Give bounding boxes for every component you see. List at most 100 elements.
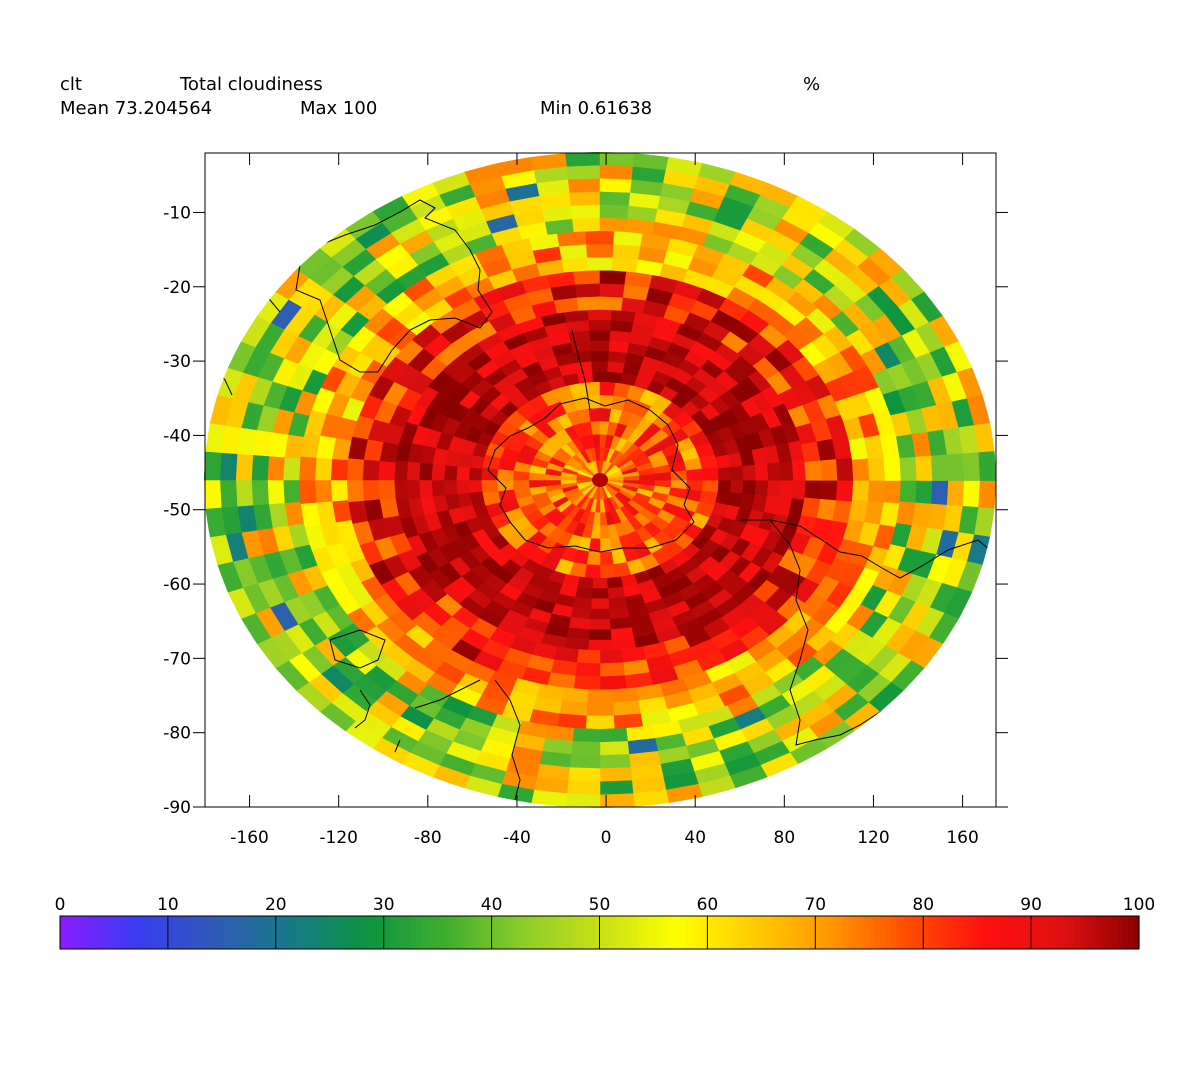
heatmap-cell — [362, 458, 380, 481]
heatmap-cell — [599, 217, 629, 232]
colorbar-slice — [534, 916, 541, 949]
colorbar-slice — [745, 916, 752, 949]
heatmap-cell — [564, 793, 601, 808]
colorbar-slice — [162, 916, 169, 949]
heatmap-cell — [589, 340, 611, 352]
heatmap-cell — [556, 230, 588, 247]
heatmap-cell — [730, 479, 744, 495]
colorbar-slice — [486, 916, 493, 949]
heatmap-cell — [612, 700, 641, 717]
colorbar-slice — [157, 916, 164, 949]
coastline-africa — [740, 519, 991, 746]
colorbar-slice — [308, 916, 315, 949]
colorbar-slice — [696, 916, 703, 949]
x-tick-label: -120 — [319, 828, 358, 848]
heatmap-cell — [570, 204, 601, 219]
colorbar-slice — [432, 916, 439, 949]
heatmap-cell — [670, 470, 688, 481]
heatmap-cell — [820, 479, 838, 502]
colorbar-slice — [178, 916, 185, 949]
colorbar-slice — [86, 916, 93, 949]
colorbar-slice — [340, 916, 347, 949]
heatmap-cell — [588, 629, 612, 641]
colorbar-slice — [1020, 916, 1027, 949]
colorbar-slice — [664, 916, 671, 949]
heatmap-cell — [406, 460, 421, 481]
colorbar-slice — [567, 916, 574, 949]
heatmap-cell — [282, 479, 301, 504]
colorbar-slice — [599, 916, 606, 949]
heatmap-cell — [587, 309, 613, 321]
colorbar-slice — [1031, 916, 1038, 949]
colorbar-slice — [966, 916, 973, 949]
variable-name: clt — [60, 74, 82, 95]
colorbar-slice — [1095, 916, 1102, 949]
x-tick-label: 80 — [774, 828, 796, 848]
heatmap-cell — [899, 479, 918, 504]
heatmap-cell — [572, 217, 601, 232]
colorbar-slice — [621, 916, 628, 949]
colorbar-slice — [1106, 916, 1113, 949]
heatmap-cell — [599, 204, 630, 219]
mean-label: Mean 73.204564 — [60, 98, 213, 119]
heatmap-cell — [946, 453, 965, 481]
x-axis: -160 -120 -80 -40 0 40 80 120 160 — [230, 153, 979, 848]
colorbar-slice — [151, 916, 158, 949]
colorbar-slice — [853, 916, 860, 949]
colorbar-slice — [863, 916, 870, 949]
colorbar-tick-label: 0 — [55, 895, 66, 915]
coastline-new-zealand — [354, 689, 401, 753]
heatmap-cell — [962, 452, 981, 481]
heatmap-cell — [598, 780, 634, 796]
colorbar-slice — [577, 916, 584, 949]
colorbar-slice — [1004, 916, 1011, 949]
heatmap-cell — [468, 466, 483, 481]
colorbar-slice — [718, 916, 725, 949]
heatmap-cell — [804, 460, 823, 481]
coastline-antarctic-peninsula — [571, 329, 591, 411]
colorbar-slice — [836, 916, 843, 949]
colorbar-slice — [286, 916, 293, 949]
heatmap-cell — [573, 269, 601, 285]
heatmap-cell — [915, 479, 933, 505]
heatmap-cell — [443, 479, 458, 496]
heatmap-cell — [701, 479, 720, 494]
colorbar-slice — [529, 916, 536, 949]
heatmap-cell — [574, 586, 593, 600]
colorbar-slice — [130, 916, 137, 949]
heatmap-cell — [586, 256, 614, 271]
colorbar-slice — [723, 916, 730, 949]
colorbar-slice — [523, 916, 530, 949]
colorbar-slice — [782, 916, 789, 949]
colorbar-slice — [232, 916, 239, 949]
heatmap-cell — [574, 662, 601, 678]
colorbar-slice — [362, 916, 369, 949]
x-tick-label: 120 — [857, 828, 889, 848]
colorbar-slice — [669, 916, 676, 949]
colorbar-slice — [631, 916, 638, 949]
colorbar-slice — [604, 916, 611, 949]
heatmap-cell — [611, 687, 639, 704]
heatmap-cell — [204, 479, 222, 509]
heatmap-cell — [572, 350, 593, 364]
heatmap-cell — [377, 479, 396, 500]
heatmap-cell — [418, 462, 433, 481]
colorbar-slice — [238, 916, 245, 949]
colorbar-slice — [65, 916, 72, 949]
colorbar-slice — [437, 916, 444, 949]
colorbar-slice — [750, 916, 757, 949]
heatmap-cell — [767, 462, 782, 481]
heatmap-cell — [742, 464, 757, 481]
colorbar-slice — [265, 916, 271, 949]
heatmap-cell — [686, 468, 704, 481]
heatmap-cell — [730, 465, 744, 481]
colorbar-slice — [189, 916, 196, 949]
colorbar-slice — [615, 916, 622, 949]
heatmap-cell — [418, 479, 433, 498]
colorbar-slice — [734, 916, 741, 949]
heatmap-cell — [779, 461, 794, 481]
colorbar-slice — [297, 916, 304, 949]
heatmap-cell — [606, 371, 624, 384]
colorbar-slice — [556, 916, 563, 949]
heatmap-cell — [852, 458, 870, 481]
